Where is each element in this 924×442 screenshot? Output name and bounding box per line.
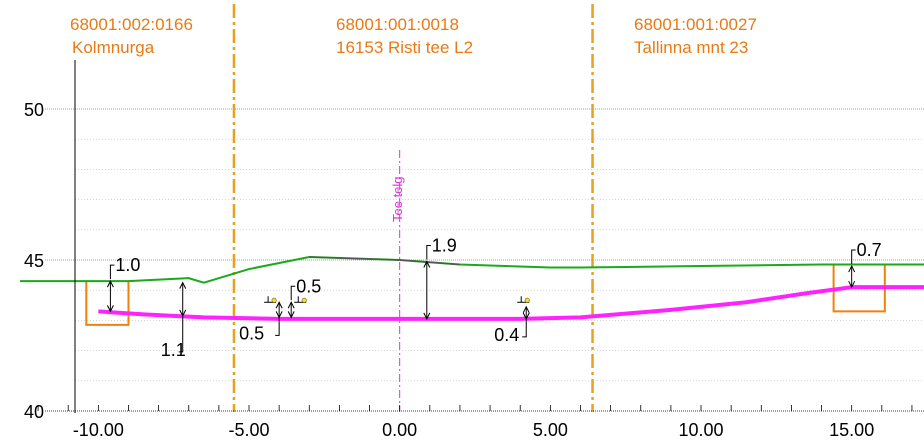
parcel-label-2-name: 16153 Risti tee L2 xyxy=(336,38,473,57)
dimension-arrow-top xyxy=(423,260,431,268)
parcel-label-3-name: Tallinna mnt 23 xyxy=(634,38,748,57)
centerline-label: Tee telg xyxy=(390,176,405,222)
dimension-label: 1.0 xyxy=(115,255,140,275)
dimension-arrow-bottom xyxy=(287,311,295,319)
dimension-arrow-top xyxy=(275,301,283,309)
parcel-boundaries xyxy=(232,4,594,412)
dimension-arrow-top xyxy=(106,280,114,288)
dimension-leader xyxy=(178,315,184,353)
y-tick-label: 45 xyxy=(24,251,44,271)
dimension-label: 0.5 xyxy=(296,276,321,296)
parcel-label-2-id: 68001:001:0018 xyxy=(336,15,459,34)
dimension-arrow-bottom xyxy=(423,312,431,321)
dimension-label: 0.7 xyxy=(857,240,882,260)
design-line xyxy=(98,285,924,321)
marker-dot xyxy=(524,297,530,303)
ground-line xyxy=(20,255,924,284)
parcel-label-1-name: Kolmnurga xyxy=(72,38,155,57)
dimension-leader xyxy=(109,264,115,280)
x-tick-label: 15.00 xyxy=(829,420,874,440)
dimension-arrow-top xyxy=(179,281,187,289)
road-surface-line xyxy=(309,256,460,266)
y-tick-label: 50 xyxy=(24,100,44,120)
axes: 40 45 50 -10.00 -5.00 0.00 5.00 10.00 15.00 xyxy=(24,60,924,440)
parcel-label-3-id: 68001:001:0027 xyxy=(634,15,757,34)
dimension-arrow-top xyxy=(287,301,295,309)
symbols xyxy=(264,296,530,303)
parcel-label-1-id: 68001:002:0166 xyxy=(70,15,193,34)
dimension-arrow-top xyxy=(848,264,856,273)
dimension-arrow-top xyxy=(522,305,530,314)
dimension-markers: 1.0 1.1 0.5 0.5 1.9 0.4 0.7 xyxy=(106,236,882,360)
x-tick-label: 5.00 xyxy=(533,420,568,440)
dimension-label: 1.9 xyxy=(432,236,457,256)
dimension-leader xyxy=(275,317,280,336)
ditch-outline xyxy=(85,281,130,326)
x-tick-label: -5.00 xyxy=(228,420,269,440)
x-tick-label: 0.00 xyxy=(382,420,417,440)
marker-dot xyxy=(271,297,277,303)
marker-dot xyxy=(301,297,307,303)
x-tick-label: 10.00 xyxy=(678,420,723,440)
dimension-label: 1.1 xyxy=(161,340,186,360)
dimension-label: 0.4 xyxy=(494,325,519,345)
dimension-leader xyxy=(522,318,527,338)
dimension-arrow-bottom xyxy=(848,280,856,289)
grid xyxy=(45,108,924,382)
x-tick-label: -10.00 xyxy=(73,420,124,440)
dimension-label: 0.5 xyxy=(239,323,264,343)
dimension-leader xyxy=(851,249,856,265)
profile-series xyxy=(20,255,924,321)
dimension-leader xyxy=(290,285,296,301)
dimension-leader xyxy=(426,245,431,260)
y-tick-label: 40 xyxy=(24,402,44,422)
dimension-arrow-bottom xyxy=(106,305,114,313)
